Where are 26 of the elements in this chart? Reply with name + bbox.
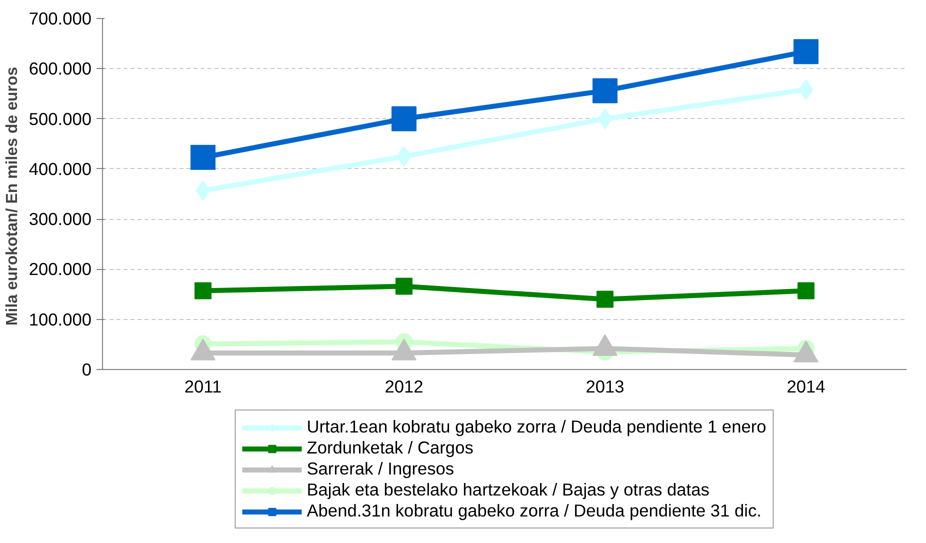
point [190,144,216,170]
y-tick-label: 200.000 [28,259,92,280]
y-tick-label: 700.000 [28,8,92,28]
point [798,282,814,300]
x-tick-label: 2012 [384,376,424,396]
point [396,278,412,295]
y-tick-label: 500.000 [28,108,92,129]
y-tick-label: 600.000 [28,58,92,79]
point [592,78,618,104]
y-axis-title: Mila eurokotan/ En miles de euros [4,66,21,326]
x-tick-label: 2013 [586,376,624,396]
point [194,282,212,300]
y-tick-label: 100.000 [28,309,92,330]
point [392,106,416,132]
legend-label: Zordunketak / Cargos [306,438,474,458]
legend-label: Bajak eta bestelako hartzekoak / Bajas y otras datas [306,480,710,500]
x-tick-label: 2014 [786,376,826,396]
y-tick-label: 0 [82,360,92,380]
y-tick-label: 300.000 [28,209,92,230]
point [596,290,614,308]
point [794,39,818,64]
x-tick-label: 2011 [184,376,222,396]
legend-label: Urtar.1ean kobratu gabeko zorra / Deuda pendiente 1 enero [306,416,766,438]
y-tick-label: 400.000 [28,158,92,179]
legend-label: Abend.31n kobratu gabeko zorra / Deuda pendiente 31 dic. [306,500,762,522]
legend-label: Sarrerak / Ingresos [306,458,454,480]
